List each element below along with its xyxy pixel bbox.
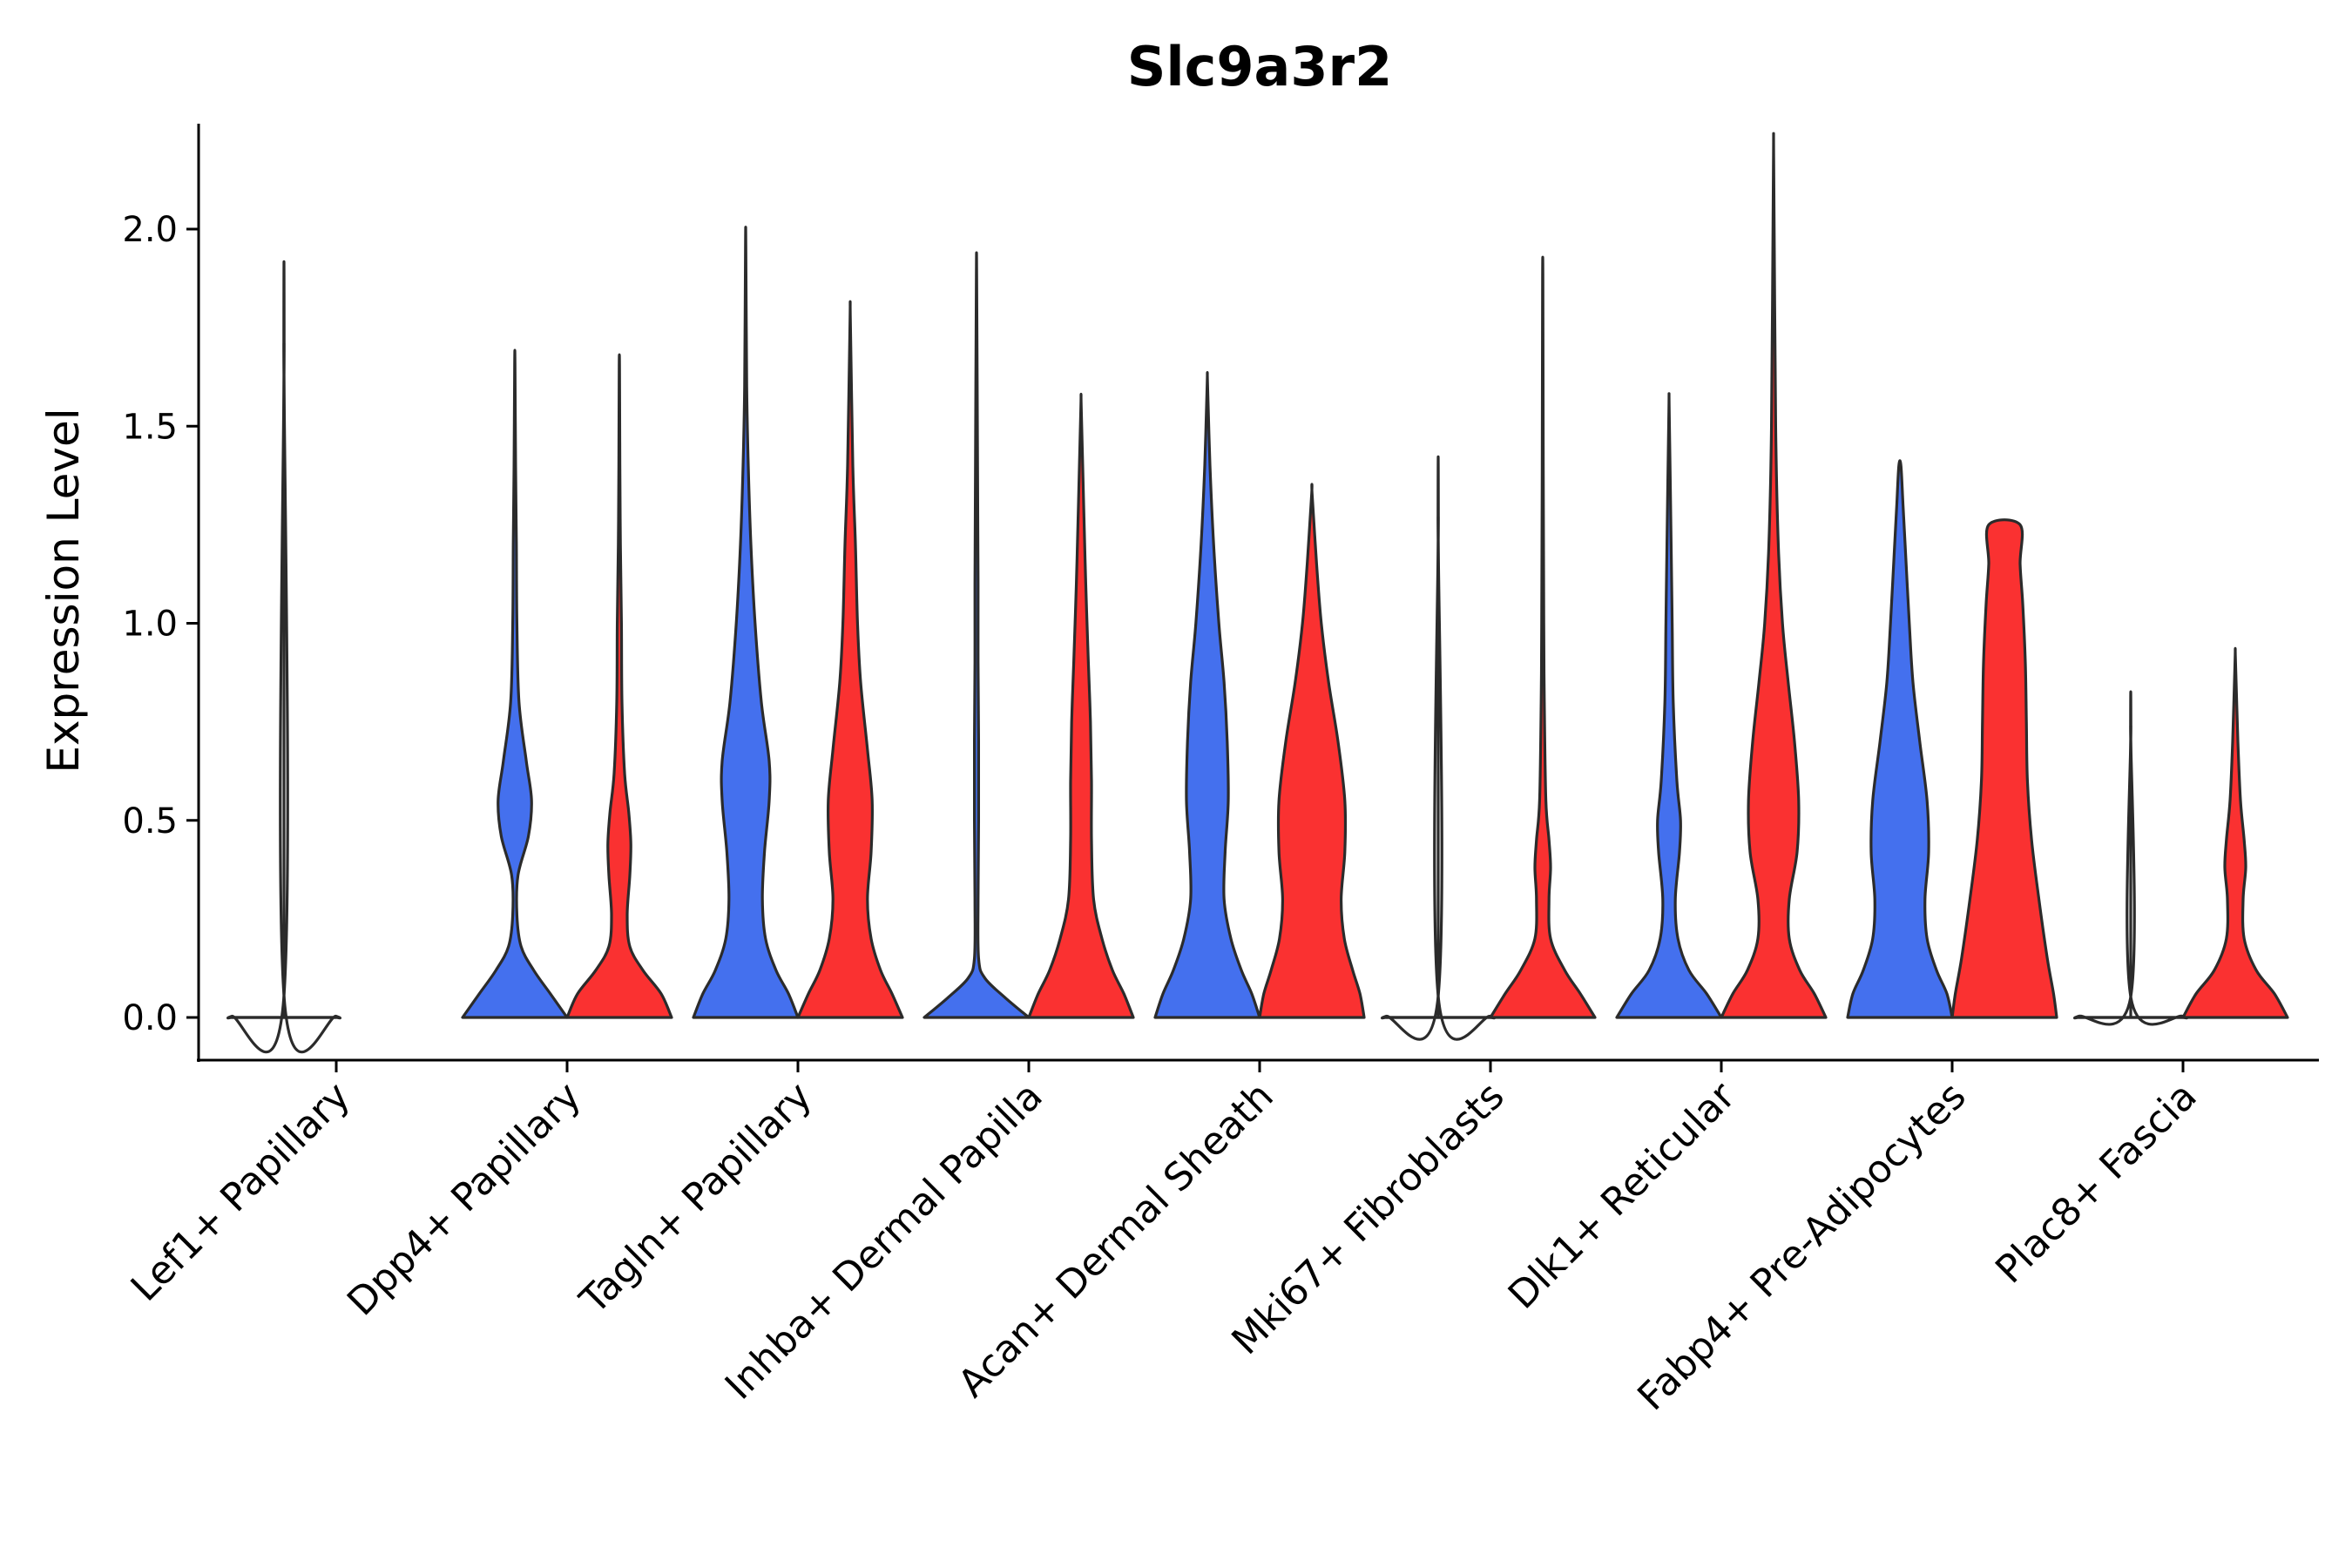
x-tick-label: Tagln+ Papillary: [571, 1074, 821, 1323]
violin-red-6: [1720, 132, 1828, 1019]
violin-red-4: [1258, 483, 1366, 1019]
x-tick-label: Dlk1+ Reticular: [1500, 1073, 1745, 1318]
x-tick-label: Dpp4+ Papillary: [339, 1074, 590, 1325]
violin-blue-7: [1846, 459, 1954, 1019]
violin-red-3: [1027, 392, 1135, 1019]
chart-title: Slc9a3r2: [1127, 35, 1393, 98]
y-tick-label: 1.0: [122, 605, 178, 645]
violin-red-1: [565, 353, 673, 1019]
y-tick-label: 0.5: [122, 801, 178, 841]
violin-red-7: [1950, 518, 2058, 1019]
violin-blue-6: [1615, 392, 1723, 1019]
y-tick-label: 2.0: [122, 210, 178, 250]
y-axis-ticks: 0.0 0.5 1.0 1.5 2.0: [122, 210, 199, 1038]
violin-blue-4: [1153, 370, 1261, 1019]
y-tick-label: 1.5: [122, 407, 178, 447]
violin-blue-3: [923, 251, 1031, 1019]
x-tick-label: Lef1+ Papillary: [123, 1074, 359, 1310]
violin-red-2: [796, 300, 904, 1019]
violin-red-8: [2181, 646, 2289, 1019]
x-tick-label: Plac8+ Fascia: [1987, 1074, 2206, 1293]
violin-blue-2: [692, 226, 800, 1019]
y-axis-label: Expression Level: [38, 408, 89, 773]
y-tick-label: 0.0: [122, 998, 178, 1038]
violins-layer: [226, 132, 2289, 1054]
violin-red-5: [1489, 255, 1597, 1019]
violin-blue-1: [461, 348, 569, 1019]
